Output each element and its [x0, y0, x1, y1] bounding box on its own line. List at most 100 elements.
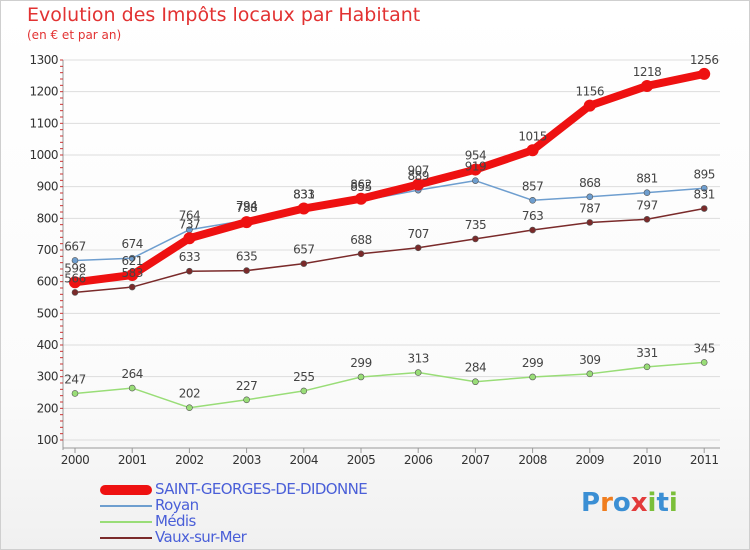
x-tick-label: 2011: [690, 453, 719, 467]
data-label: 1156: [576, 85, 605, 99]
legend-label-royan: Royan: [155, 496, 199, 514]
x-tick-label: 2004: [290, 453, 319, 467]
x-tick-label: 2009: [576, 453, 605, 467]
data-point: [243, 396, 250, 404]
y-tick-label: 500: [37, 306, 58, 320]
y-tick-label: 400: [37, 338, 58, 352]
data-label: 657: [293, 243, 314, 257]
data-label: 881: [636, 172, 657, 186]
data-label: 309: [579, 353, 600, 367]
data-point: [240, 216, 253, 229]
data-label: 247: [64, 372, 85, 386]
data-point: [412, 178, 425, 191]
data-label: 735: [465, 218, 486, 232]
x-tick-label: 2000: [61, 453, 90, 467]
data-label: 855: [350, 180, 371, 194]
data-label: 299: [522, 356, 543, 370]
data-point: [128, 254, 136, 262]
data-label: 794: [236, 199, 257, 213]
data-point: [243, 267, 250, 274]
data-label: 895: [693, 167, 714, 181]
data-point: [472, 177, 479, 184]
data-point: [71, 390, 79, 397]
data-label: 764: [179, 209, 200, 223]
data-label: 831: [293, 188, 314, 202]
data-point: [469, 163, 482, 176]
data-point: [357, 250, 365, 258]
data-point: [186, 404, 193, 412]
x-tick-label: 2008: [518, 453, 547, 467]
logo-letter: r: [600, 488, 613, 518]
data-point: [69, 276, 81, 289]
data-label: 255: [293, 370, 314, 384]
data-label: 889: [407, 169, 428, 183]
data-label: 583: [121, 266, 142, 280]
series-line: [71, 69, 709, 287]
data-label: 284: [465, 361, 486, 375]
data-point: [583, 99, 596, 112]
data-point: [643, 189, 651, 196]
series-line: [74, 361, 705, 409]
x-tick-label: 2001: [118, 453, 147, 467]
y-tick-label: 900: [37, 180, 58, 194]
data-label: 345: [693, 341, 714, 355]
data-point: [526, 144, 539, 157]
data-point: [126, 269, 139, 282]
data-point: [414, 369, 422, 376]
data-label: 331: [636, 346, 657, 360]
data-point: [128, 283, 136, 291]
data-point: [586, 193, 594, 201]
data-point: [472, 378, 479, 386]
data-label: 787: [579, 201, 600, 215]
data-label: 831: [693, 188, 714, 202]
x-tick-label: 2006: [404, 453, 433, 467]
legend-label-medis: Médis: [155, 512, 196, 530]
data-point: [472, 235, 479, 243]
data-point: [300, 260, 308, 267]
legend-swatch-vaux: [100, 537, 152, 539]
data-label: 566: [64, 271, 85, 285]
data-label: 862: [350, 178, 371, 192]
y-tick-label: 100: [37, 433, 58, 447]
logo-letter: P: [581, 488, 601, 518]
data-point: [71, 289, 79, 296]
data-label: 264: [121, 367, 142, 381]
chart-subtitle: (en € et par an): [27, 28, 122, 42]
data-label: 202: [179, 387, 200, 401]
data-label: 633: [179, 250, 200, 264]
y-tick-label: 700: [37, 243, 58, 257]
data-label: 688: [350, 233, 371, 247]
x-tick-label: 2007: [461, 453, 490, 467]
data-label: 919: [465, 160, 486, 174]
data-point: [643, 363, 651, 371]
data-point: [700, 359, 708, 366]
data-point: [698, 67, 711, 80]
series-line: [74, 207, 705, 294]
y-tick-label: 1200: [29, 85, 58, 99]
logo-letter: i: [647, 488, 657, 518]
data-label: 1218: [633, 65, 662, 79]
data-label: 1015: [518, 129, 547, 143]
data-label: 667: [64, 239, 85, 253]
data-point: [700, 205, 708, 212]
data-label: 833: [293, 188, 314, 202]
y-tick-label: 1100: [29, 116, 58, 130]
y-tick-label: 200: [37, 401, 58, 415]
data-point: [357, 373, 365, 381]
data-point: [641, 79, 653, 92]
y-tick-label: 1000: [29, 148, 58, 162]
data-point: [700, 184, 708, 192]
data-point: [586, 219, 594, 226]
data-label: 763: [522, 209, 543, 223]
data-point: [71, 257, 79, 264]
data-point: [300, 387, 308, 395]
data-point: [297, 202, 310, 215]
logo-letter: i: [668, 488, 678, 518]
x-tick-label: 2002: [175, 453, 204, 467]
legend-swatch-royan: [100, 505, 152, 507]
data-label: 954: [465, 149, 486, 163]
legend-swatch-saint-georges: [100, 485, 152, 495]
data-label: 227: [236, 379, 257, 393]
data-label: 868: [579, 176, 600, 190]
